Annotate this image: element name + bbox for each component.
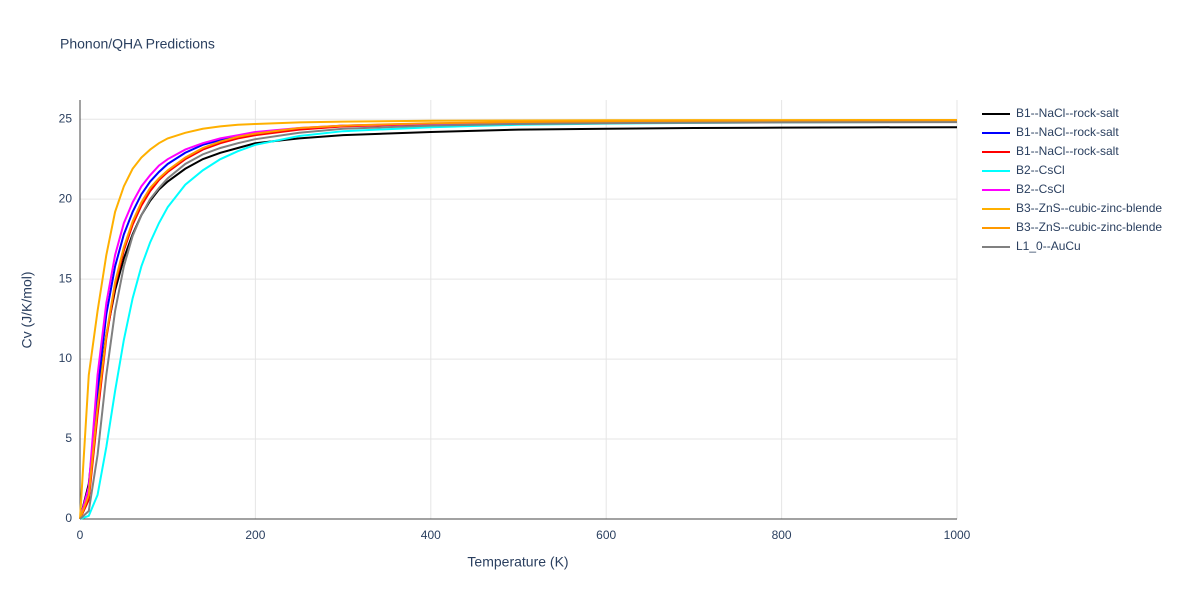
legend-label: B1--NaCl--rock-salt [1016, 144, 1119, 158]
legend-label: L1_0--AuCu [1016, 239, 1081, 253]
series-line [79, 126, 958, 520]
series-line [79, 120, 958, 520]
series-line [79, 120, 958, 520]
x-tick-label: 600 [596, 528, 616, 542]
y-axis-label: Cv (J/K/mol) [19, 272, 35, 349]
x-tick-label: 0 [77, 528, 84, 542]
y-tick-label: 25 [59, 111, 73, 125]
y-tick-label: 15 [59, 271, 73, 285]
x-tick-label: 800 [772, 528, 792, 542]
legend-label: B3--ZnS--cubic-zinc-blende [1016, 220, 1162, 234]
y-tick-label: 20 [59, 191, 73, 205]
series-line [79, 120, 957, 520]
legend-label: B1--NaCl--rock-salt [1016, 125, 1119, 139]
series-line [79, 118, 957, 520]
x-tick-label: 200 [245, 528, 265, 542]
y-tick-label: 0 [65, 511, 72, 525]
y-tick-label: 5 [65, 431, 72, 445]
x-tick-label: 1000 [944, 528, 971, 542]
legend-label: B2--CsCl [1016, 163, 1065, 177]
series-line [79, 119, 958, 520]
y-tick-label: 10 [59, 351, 73, 365]
chart-title: Phonon/QHA Predictions [60, 36, 215, 52]
series-line [79, 121, 958, 520]
legend-label: B2--CsCl [1016, 182, 1065, 196]
x-axis-label: Temperature (K) [467, 554, 568, 570]
legend-label: B3--ZnS--cubic-zinc-blende [1016, 201, 1162, 215]
legend-label: B1--NaCl--rock-salt [1016, 106, 1119, 120]
x-tick-label: 400 [421, 528, 441, 542]
series-line [79, 120, 958, 520]
